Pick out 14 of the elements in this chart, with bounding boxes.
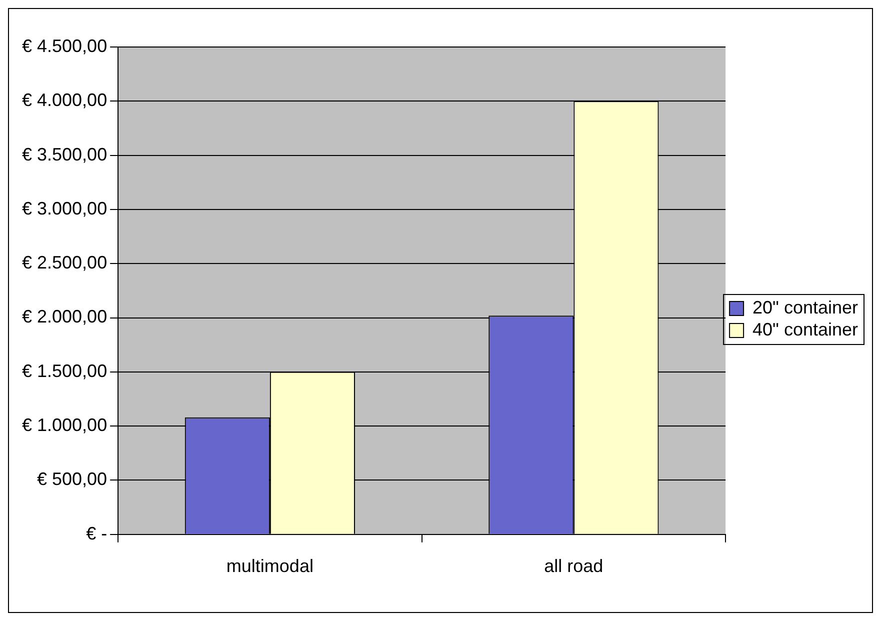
y-tick-label: € 2.500,00 (22, 252, 108, 273)
y-tick-label: € 4.500,00 (22, 36, 108, 56)
y-tick-label: € 4.000,00 (22, 90, 108, 110)
y-tick-label: € 1.500,00 (22, 360, 108, 381)
legend-label: 40" container (752, 319, 858, 340)
legend-label: 20" container (752, 297, 858, 318)
y-tick-label: € 3.000,00 (22, 198, 108, 218)
y-tick-label: € 2.000,00 (22, 306, 108, 327)
y-tick-label: € 3.500,00 (22, 144, 108, 164)
y-tick-label: € - (86, 523, 108, 544)
y-tick-label: € 500,00 (37, 469, 108, 490)
y-tick-label: € 1.000,00 (22, 415, 108, 436)
x-tick-label: all road (544, 556, 604, 576)
x-tick-label: multimodal (226, 556, 314, 576)
